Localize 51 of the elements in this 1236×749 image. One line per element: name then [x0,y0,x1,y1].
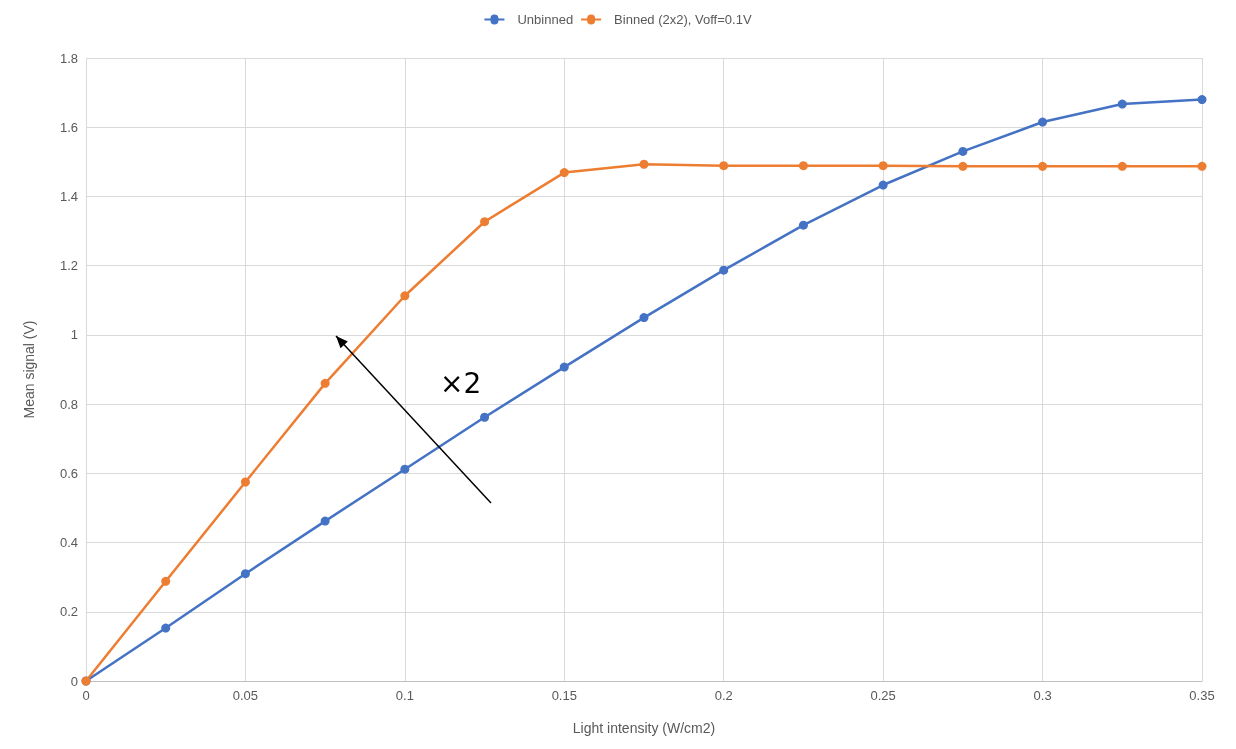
point [480,412,490,422]
y-axis-title: Mean signal (V) [21,320,37,419]
x-tick-label: 0.1 [395,688,414,703]
point [639,313,649,323]
x-tick-label: 0.05 [232,688,259,703]
point [400,464,410,474]
legend-label: Binned (2x2), Voff=0.1V [614,12,752,27]
point [719,265,729,275]
y-tick-label: 0.2 [59,604,78,620]
point [639,159,649,169]
point [161,623,171,633]
point [878,161,888,171]
y-tick-label: 1 [70,327,78,343]
x-tick-label: 0.2 [714,688,733,703]
y-tick-label: 1.2 [59,258,78,274]
point [559,362,569,372]
y-tick-label: 0.8 [59,396,78,412]
point [958,161,968,171]
point [958,146,968,156]
x-tick-label: 0.25 [870,688,896,703]
point [480,217,490,227]
annotation: ×2 [440,366,482,400]
x-axis-title: Light intensity (W/cm2) [572,720,716,736]
point [320,378,330,388]
point [400,291,410,301]
point [240,569,250,579]
point [878,180,888,190]
point [1038,161,1048,171]
point [798,220,808,230]
point [559,168,569,178]
point [161,576,171,586]
point [719,161,729,171]
y-tick-label: 1.6 [59,119,78,135]
legend-label: Unbinned [517,12,574,27]
y-tick-label: 0.6 [59,465,78,481]
point [1197,161,1207,171]
x-tick-label: 0.15 [551,688,577,703]
y-tick-label: 0 [70,673,78,689]
point [240,477,250,487]
point [1117,161,1127,171]
x-tick-label: 0 [82,688,90,703]
x-tick-label: 0.3 [1033,688,1052,703]
point [798,161,808,171]
point [1117,99,1127,109]
point [320,516,330,526]
y-tick-label: 1.4 [59,188,78,204]
point [1197,95,1207,105]
point [1038,117,1048,127]
y-tick-label: 0.4 [59,535,78,551]
y-tick-label: 1.8 [59,50,78,66]
x-tick-label: 0.35 [1189,688,1215,703]
